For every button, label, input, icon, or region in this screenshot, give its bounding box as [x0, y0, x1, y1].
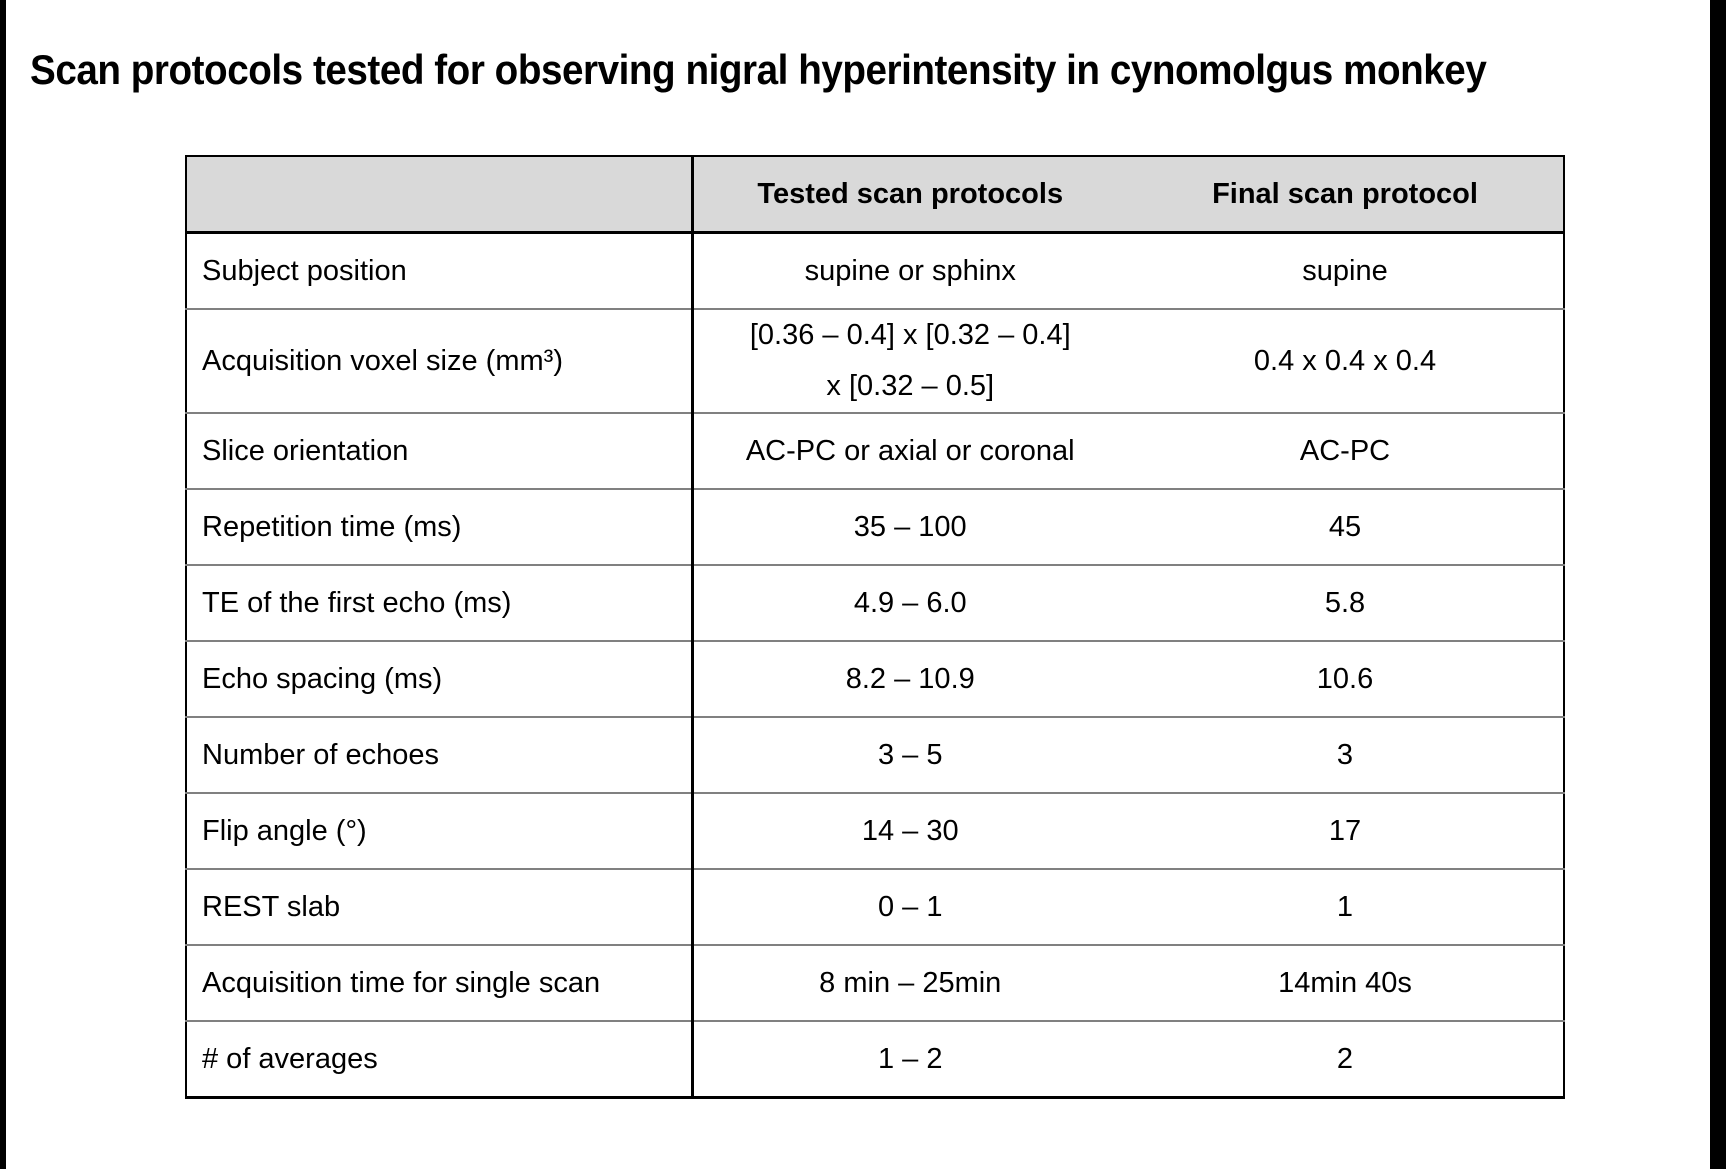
cell-tested: 0 – 1 — [692, 868, 1127, 945]
cell-final: 10.6 — [1127, 640, 1564, 717]
row-label: Acquisition voxel size (mm³) — [186, 308, 694, 413]
cell-final: 1 — [1127, 868, 1564, 945]
cell-final: 2 — [1127, 1020, 1564, 1098]
column-header-empty — [186, 156, 694, 234]
row-label: Flip angle (°) — [186, 792, 694, 869]
scan-protocols-table: Tested scan protocols Final scan protoco… — [185, 155, 1565, 1099]
row-label: Number of echoes — [186, 716, 694, 793]
cell-final: 17 — [1127, 792, 1564, 869]
cell-final: 45 — [1127, 488, 1564, 565]
table-row: Acquisition time for single scan 8 min – … — [186, 944, 1564, 1021]
table-row: Flip angle (°) 14 – 30 17 — [186, 792, 1564, 869]
table-body: Subject position supine or sphinx supine Ac… — [186, 232, 1564, 1098]
table-row: Echo spacing (ms) 8.2 – 10.9 10.6 — [186, 640, 1564, 717]
table-row: Subject position supine or sphinx supine — [186, 232, 1564, 309]
column-header-final: Final scan protocol — [1127, 156, 1564, 234]
cell-tested: 4.9 – 6.0 — [692, 564, 1127, 641]
row-label: Repetition time (ms) — [186, 488, 694, 565]
cell-final: 0.4 x 0.4 x 0.4 — [1127, 308, 1564, 413]
cell-tested: 8.2 – 10.9 — [692, 640, 1127, 717]
column-header-tested: Tested scan protocols — [692, 156, 1127, 234]
row-label: Subject position — [186, 232, 694, 309]
left-frame-bar — [0, 0, 6, 1169]
row-label: Acquisition time for single scan — [186, 944, 694, 1021]
cell-tested: 3 – 5 — [692, 716, 1127, 793]
table-row: TE of the first echo (ms) 4.9 – 6.0 5.8 — [186, 564, 1564, 641]
cell-tested: 8 min – 25min — [692, 944, 1127, 1021]
cell-tested: AC-PC or axial or coronal — [692, 412, 1127, 489]
row-label: Slice orientation — [186, 412, 694, 489]
cell-tested: 14 – 30 — [692, 792, 1127, 869]
cell-final: 5.8 — [1127, 564, 1564, 641]
row-label: REST slab — [186, 868, 694, 945]
cell-final: 14min 40s — [1127, 944, 1564, 1021]
row-label: TE of the first echo (ms) — [186, 564, 694, 641]
cell-tested: 1 – 2 — [692, 1020, 1127, 1098]
table-header: Tested scan protocols Final scan protoco… — [186, 156, 1564, 234]
row-label: Echo spacing (ms) — [186, 640, 694, 717]
table-row: Slice orientation AC-PC or axial or coron… — [186, 412, 1564, 489]
right-frame-bar — [1710, 0, 1726, 1169]
header-row: Tested scan protocols Final scan protoco… — [186, 156, 1564, 234]
table-row: Repetition time (ms) 35 – 100 45 — [186, 488, 1564, 565]
cell-final: 3 — [1127, 716, 1564, 793]
slide-title: Scan protocols tested for observing nigr… — [30, 46, 1487, 93]
cell-final: supine — [1302, 254, 1388, 287]
cell-tested: 35 – 100 — [692, 488, 1127, 565]
row-label: # of averages — [186, 1020, 694, 1098]
cell-tested: [0.36 – 0.4] x [0.32 – 0.4] x [0.32 – 0.… — [692, 308, 1127, 413]
cell-tested: supine or sphinx — [804, 254, 1016, 287]
table-row: Acquisition voxel size (mm³) [0.36 – 0.4]… — [186, 308, 1564, 413]
cell-final: AC-PC — [1127, 412, 1564, 489]
